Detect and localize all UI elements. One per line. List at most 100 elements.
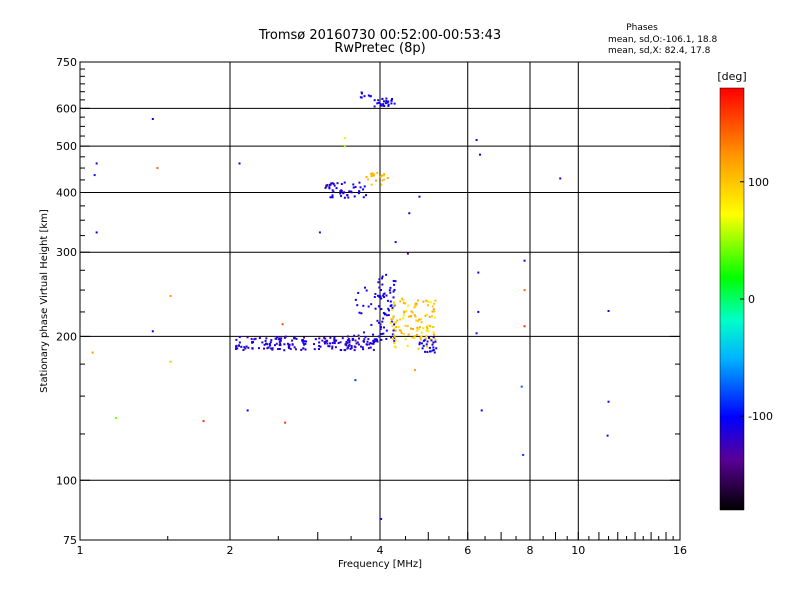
data-point — [367, 94, 370, 97]
data-point — [303, 340, 306, 343]
data-point — [431, 305, 434, 308]
data-point — [407, 333, 410, 336]
data-point — [379, 323, 382, 326]
data-point — [375, 338, 378, 341]
data-point — [253, 338, 256, 341]
data-point — [304, 342, 307, 345]
data-point — [278, 340, 281, 343]
data-point — [377, 101, 380, 104]
data-point — [327, 345, 330, 348]
data-point — [403, 311, 406, 314]
data-point — [326, 339, 329, 342]
data-point — [328, 183, 331, 186]
data-point — [402, 310, 405, 313]
data-point — [382, 332, 385, 335]
x-tick-label: 8 — [527, 544, 534, 557]
data-point — [413, 306, 416, 309]
data-point — [270, 339, 273, 342]
data-point — [279, 339, 282, 342]
data-point — [235, 345, 238, 348]
data-point — [349, 190, 352, 193]
data-point — [428, 346, 431, 349]
data-point — [332, 190, 335, 193]
data-point — [370, 183, 373, 186]
data-point — [346, 339, 349, 342]
data-point — [382, 100, 385, 103]
data-point — [373, 338, 376, 341]
data-point — [330, 182, 333, 185]
data-point — [382, 294, 385, 297]
data-point — [475, 139, 478, 142]
data-point — [424, 314, 427, 317]
data-point — [385, 294, 388, 297]
data-point — [383, 292, 386, 295]
data-point — [410, 315, 413, 318]
x-tick-label: 6 — [464, 544, 471, 557]
data-point — [303, 336, 306, 339]
data-point — [432, 333, 435, 336]
data-point — [359, 186, 362, 189]
data-point — [391, 333, 394, 336]
data-point — [417, 347, 420, 350]
data-point — [246, 409, 249, 412]
data-point — [402, 317, 405, 320]
data-point — [387, 314, 390, 317]
data-point — [353, 349, 356, 352]
data-point — [394, 346, 397, 349]
data-point — [393, 342, 396, 345]
data-point — [480, 409, 483, 412]
data-point — [268, 343, 271, 346]
data-point — [347, 196, 350, 199]
data-point — [358, 311, 361, 314]
data-point — [283, 336, 286, 339]
data-point — [420, 342, 423, 345]
data-point — [352, 186, 355, 189]
colorbar-tick-label: 100 — [748, 176, 769, 189]
data-point — [364, 335, 367, 338]
data-point — [269, 344, 272, 347]
data-point — [380, 297, 383, 300]
data-point — [387, 309, 390, 312]
data-point — [360, 312, 363, 315]
data-point — [257, 347, 260, 350]
data-point — [394, 321, 397, 324]
data-point — [373, 173, 376, 176]
data-point — [374, 292, 377, 295]
data-point — [434, 340, 437, 343]
data-point — [263, 347, 265, 350]
data-point — [396, 319, 399, 322]
data-point — [382, 317, 385, 320]
data-points — [91, 91, 610, 520]
data-point — [362, 304, 365, 307]
data-point — [380, 174, 383, 177]
data-point — [365, 175, 368, 178]
data-point — [348, 339, 351, 342]
data-point — [302, 347, 305, 350]
data-point — [418, 343, 421, 346]
data-point — [377, 99, 380, 102]
data-point — [252, 341, 254, 344]
data-point — [523, 289, 526, 292]
data-point — [387, 104, 390, 107]
data-point — [402, 314, 405, 317]
data-point — [422, 344, 425, 347]
data-point — [235, 338, 238, 341]
data-point — [288, 346, 291, 349]
data-point — [283, 349, 286, 352]
data-point — [402, 299, 405, 302]
data-point — [392, 290, 395, 293]
data-point — [421, 347, 424, 350]
data-point — [431, 343, 434, 346]
data-point — [295, 337, 298, 340]
data-point — [430, 339, 433, 342]
data-point — [385, 314, 388, 317]
data-point — [289, 347, 292, 350]
x-tick-label: 10 — [571, 544, 585, 557]
data-point — [380, 308, 383, 311]
data-point — [401, 297, 404, 300]
data-point — [344, 349, 347, 352]
y-axis-label: Stationary phase Virtual Height [km] — [39, 209, 50, 393]
data-point — [372, 174, 375, 177]
data-point — [360, 345, 363, 348]
data-point — [418, 326, 421, 329]
